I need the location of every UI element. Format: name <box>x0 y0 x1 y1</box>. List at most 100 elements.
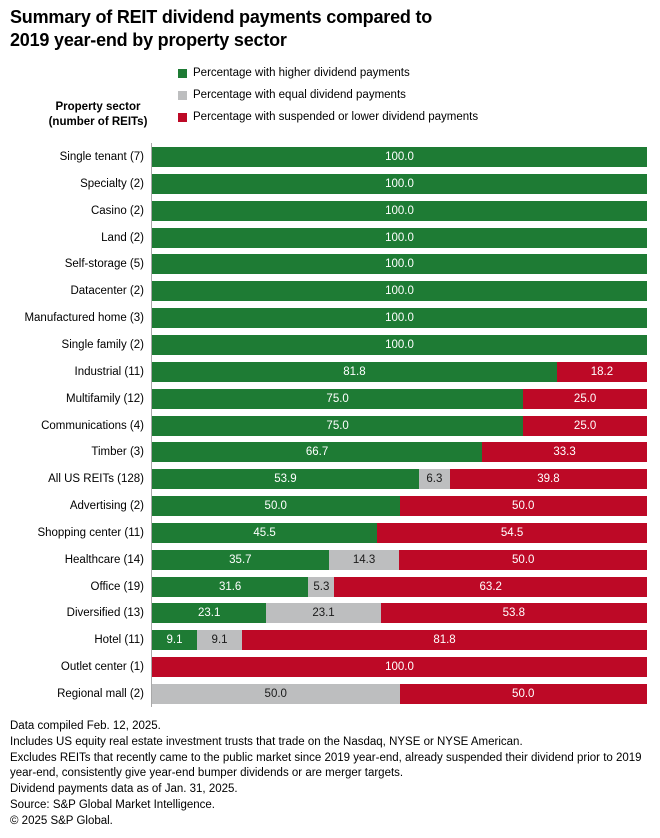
bar-segment-lower: 50.0 <box>399 496 647 516</box>
stacked-bar: 75.0 25.0 <box>152 416 647 436</box>
bar-value-label: 63.2 <box>479 581 502 593</box>
stacked-bar: 100.0 <box>152 281 647 301</box>
bar-row: Manufactured home (3) 100.0 <box>0 308 660 328</box>
legend-item-equal: Percentage with equal dividend payments <box>178 89 478 101</box>
bar-segment-lower: 54.5 <box>377 523 647 543</box>
bar-value-label: 100.0 <box>385 339 414 351</box>
legend-label-lower: Percentage with suspended or lower divid… <box>193 111 479 123</box>
bar-row: Industrial (11) 81.8 18.2 <box>0 362 660 382</box>
bar-value-label: 100.0 <box>385 151 414 163</box>
row-label: Hotel (11) <box>94 634 144 646</box>
row-label: Single tenant (7) <box>59 151 144 163</box>
bar-row: Single tenant (7) 100.0 <box>0 147 660 167</box>
stacked-bar: 100.0 <box>152 174 647 194</box>
bar-row: Datacenter (2) 100.0 <box>0 281 660 301</box>
footnote-copyright: © 2025 S&P Global. <box>10 814 113 827</box>
bar-segment-lower: 18.2 <box>556 362 647 382</box>
footnote-source: Source: S&P Global Market Intelligence. <box>10 798 215 811</box>
bar-value-label: 100.0 <box>385 178 414 190</box>
bar-row: Shopping center (11) 45.5 54.5 <box>0 523 660 543</box>
bar-segment-higher: 100.0 <box>152 335 647 355</box>
bar-row: Land (2) 100.0 <box>0 228 660 248</box>
bar-segment-higher: 100.0 <box>152 281 647 301</box>
bar-segment-lower: 50.0 <box>399 684 647 704</box>
stacked-bar: 23.1 23.1 53.8 <box>152 603 647 623</box>
bar-value-label: 100.0 <box>385 285 414 297</box>
bar-value-label: 75.0 <box>326 420 349 432</box>
stacked-bar: 75.0 25.0 <box>152 389 647 409</box>
bar-row: Outlet center (1) 100.0 <box>0 657 660 677</box>
bar-value-label: 54.5 <box>500 527 524 539</box>
bar-segment-lower: 33.3 <box>482 442 647 462</box>
row-label: Land (2) <box>101 232 144 244</box>
bar-segment-lower: 50.0 <box>399 550 647 570</box>
bar-segment-higher: 53.9 <box>152 469 419 489</box>
bar-value-label: 35.7 <box>229 554 252 566</box>
row-label: Manufactured home (3) <box>24 312 144 324</box>
bar-segment-higher: 81.8 <box>152 362 557 382</box>
bar-value-label: 18.2 <box>590 366 614 378</box>
bar-segment-lower: 100.0 <box>152 657 647 677</box>
bar-value-label: 53.9 <box>274 473 297 485</box>
row-label: Office (19) <box>90 581 144 593</box>
bar-value-label: 100.0 <box>385 312 414 324</box>
stacked-bar: 31.6 5.3 63.2 <box>152 577 647 597</box>
row-label: Industrial (11) <box>74 366 144 378</box>
bar-segment-higher: 23.1 <box>152 603 267 623</box>
bar-value-label: 100.0 <box>385 205 414 217</box>
stacked-bar: 100.0 <box>152 657 647 677</box>
bar-row: Multifamily (12) 75.0 25.0 <box>0 389 660 409</box>
bar-segment-higher: 31.6 <box>152 577 309 597</box>
bar-value-label: 53.8 <box>502 607 526 619</box>
bar-segment-lower: 63.2 <box>334 577 647 597</box>
row-label: Datacenter (2) <box>70 285 144 297</box>
stacked-bar: 66.7 33.3 <box>152 442 647 462</box>
bar-value-label: 25.0 <box>573 393 597 405</box>
bar-row: Hotel (11) 9.1 9.1 81.8 <box>0 630 660 650</box>
bar-segment-higher: 45.5 <box>152 523 378 543</box>
y-axis-line <box>151 143 152 707</box>
bar-value-label: 66.7 <box>305 446 329 458</box>
row-label: Regional mall (2) <box>57 688 144 700</box>
stacked-bar: 50.0 50.0 <box>152 496 647 516</box>
legend-label-equal: Percentage with equal dividend payments <box>193 89 406 101</box>
bar-segment-equal: 5.3 <box>308 577 335 597</box>
bar-segment-higher: 100.0 <box>152 254 647 274</box>
bar-value-label: 50.0 <box>512 554 535 566</box>
footnote-excludes: Excludes REITs that recently came to the… <box>10 751 642 780</box>
plot-area: Single tenant (7) 100.0 Specialty (2) 100.0… <box>0 143 660 709</box>
bar-segment-higher: 9.1 <box>152 630 198 650</box>
legend-label-higher: Percentage with higher dividend payments <box>193 67 410 79</box>
stacked-bar: 100.0 <box>152 254 647 274</box>
row-label: Communications (4) <box>41 420 144 432</box>
row-label: Timber (3) <box>91 446 144 458</box>
footnote-compiled: Data compiled Feb. 12, 2025. <box>10 720 161 732</box>
footnotes: Data compiled Feb. 12, 2025. Includes US… <box>10 719 658 830</box>
stacked-bar: 100.0 <box>152 335 647 355</box>
bar-segment-equal: 9.1 <box>197 630 243 650</box>
bar-segment-higher: 100.0 <box>152 147 647 167</box>
row-label: Diversified (13) <box>66 607 144 619</box>
bar-value-label: 23.1 <box>312 607 335 619</box>
stacked-bar: 53.9 6.3 39.8 <box>152 469 647 489</box>
bar-value-label: 25.0 <box>573 420 597 432</box>
bar-row: Regional mall (2) 50.0 50.0 <box>0 684 660 704</box>
bar-value-label: 39.8 <box>537 473 560 485</box>
bar-segment-equal: 14.3 <box>328 550 400 570</box>
stacked-bar: 100.0 <box>152 308 647 328</box>
footnote-asof: Dividend payments data as of Jan. 31, 20… <box>10 783 238 796</box>
bar-row: Self-storage (5) 100.0 <box>0 254 660 274</box>
stacked-bar: 50.0 50.0 <box>152 684 647 704</box>
bar-value-label: 81.8 <box>433 634 456 646</box>
bar-row: Casino (2) 100.0 <box>0 201 660 221</box>
bar-row: Specialty (2) 100.0 <box>0 174 660 194</box>
bar-row: Office (19) 31.6 5.3 63.2 <box>0 577 660 597</box>
bar-segment-lower: 81.8 <box>242 630 647 650</box>
bar-segment-higher: 75.0 <box>152 389 524 409</box>
footnote-includes: Includes US equity real estate investmen… <box>10 735 523 748</box>
bar-value-label: 100.0 <box>385 258 414 270</box>
legend-swatch-lower-icon <box>178 112 187 122</box>
bar-row: Advertising (2) 50.0 50.0 <box>0 496 660 516</box>
bar-segment-higher: 50.0 <box>152 496 400 516</box>
legend: Percentage with higher dividend payments… <box>178 67 478 133</box>
